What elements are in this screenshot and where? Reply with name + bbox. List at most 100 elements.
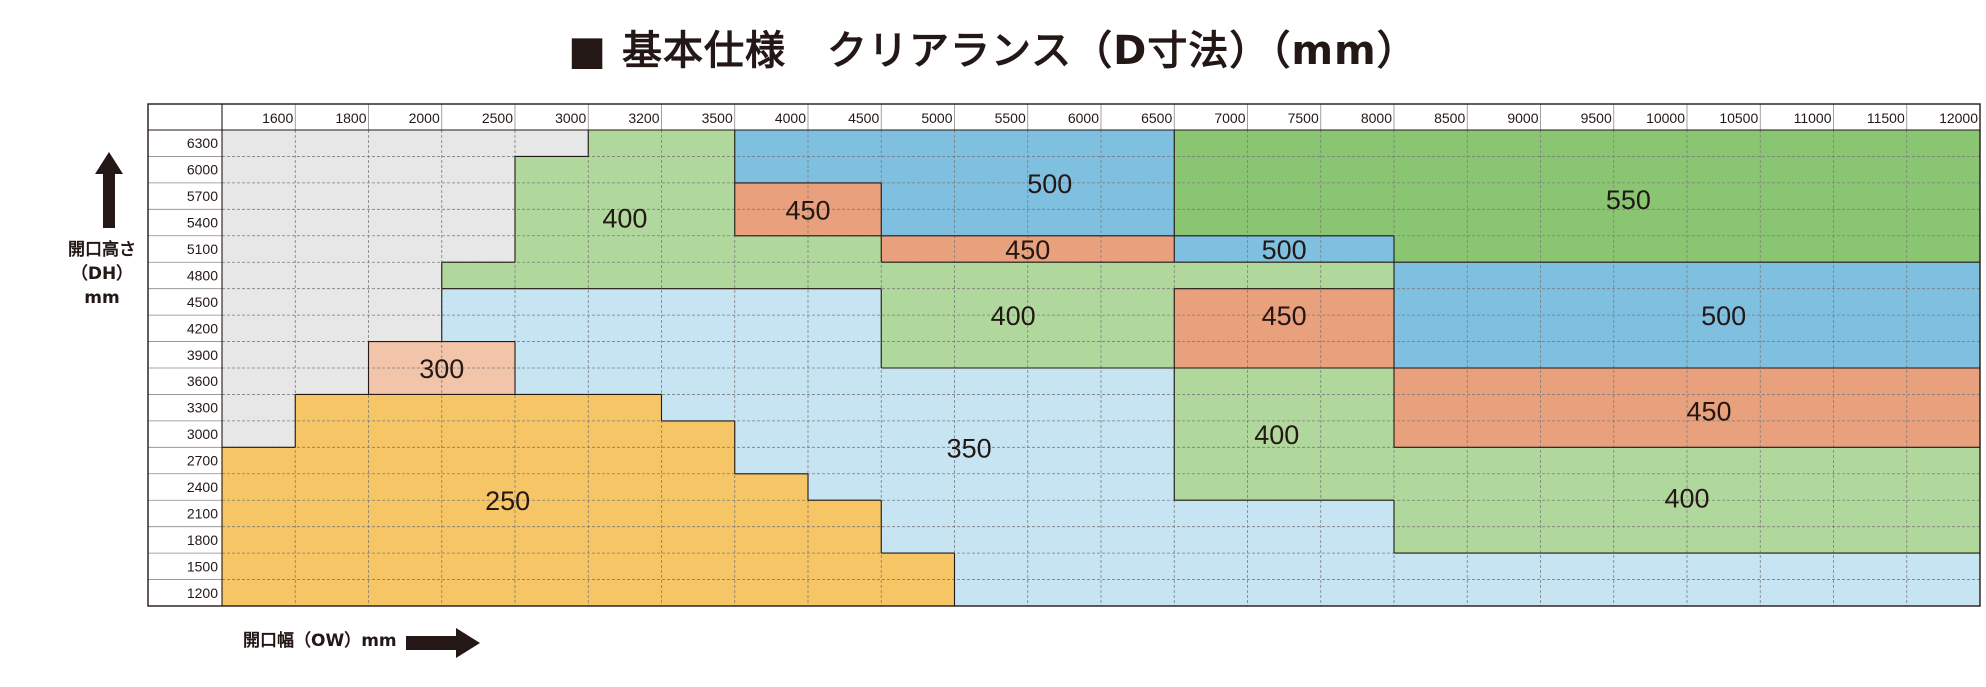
cell — [1467, 235, 1541, 263]
cell — [954, 500, 1029, 528]
cell — [1833, 473, 1908, 501]
cell — [881, 420, 955, 448]
cell — [222, 315, 296, 343]
x-tick-label: 10000 — [1646, 110, 1685, 126]
cell — [1027, 288, 1102, 316]
cell — [1760, 447, 1834, 475]
cell — [1613, 209, 1688, 237]
cell — [1613, 315, 1688, 343]
cell — [881, 368, 955, 395]
cell — [1906, 130, 1981, 157]
cell — [1320, 315, 1395, 343]
cell — [661, 262, 736, 290]
cell — [368, 579, 443, 607]
cell — [881, 315, 955, 343]
cell — [1540, 394, 1615, 422]
cell — [368, 526, 443, 554]
cell — [515, 579, 589, 607]
cell — [441, 420, 516, 448]
cell — [1687, 315, 1761, 343]
cell — [1320, 420, 1395, 448]
cell — [1247, 394, 1322, 422]
cell — [1320, 447, 1395, 475]
cell — [1760, 182, 1834, 210]
cell — [881, 182, 955, 210]
cell — [661, 526, 736, 554]
cell — [1467, 315, 1541, 343]
cell — [954, 553, 1029, 581]
cell — [808, 156, 882, 184]
y-tick-label: 1200 — [187, 585, 218, 601]
cell — [734, 394, 809, 422]
cell — [808, 500, 882, 528]
cell — [1833, 526, 1908, 554]
cell — [1101, 526, 1175, 554]
cell — [1174, 526, 1248, 554]
cell — [954, 526, 1029, 554]
cell — [1687, 130, 1761, 157]
cell — [661, 209, 736, 237]
cell — [954, 288, 1029, 316]
cell — [954, 368, 1029, 395]
arrow-up-icon — [95, 152, 123, 228]
cell — [515, 262, 589, 290]
cell — [295, 262, 369, 290]
cell — [441, 447, 516, 475]
cell — [1101, 420, 1175, 448]
cell — [808, 579, 882, 607]
cell — [1247, 182, 1322, 210]
cell — [1394, 235, 1468, 263]
cell — [515, 368, 589, 395]
cell — [295, 420, 369, 448]
cell — [1613, 262, 1688, 290]
cell — [295, 315, 369, 343]
cell — [881, 235, 955, 263]
cell — [734, 341, 809, 369]
cell — [295, 182, 369, 210]
x-tick-label: 9500 — [1581, 110, 1612, 126]
cells-layer — [222, 130, 1981, 607]
cell — [368, 182, 443, 210]
cell — [1247, 341, 1322, 369]
cell — [295, 368, 369, 395]
tick-layer: 1600 1800 2000 2500 3000 3200 3500 4000 4500 5000… — [187, 110, 1978, 601]
x-tick-label: 11500 — [1867, 110, 1905, 126]
cell — [588, 315, 662, 343]
cell — [661, 288, 736, 316]
cell — [1833, 368, 1908, 395]
cell — [1027, 368, 1102, 395]
cell — [1247, 579, 1322, 607]
cell — [1833, 420, 1908, 448]
cell — [295, 130, 369, 157]
cell — [588, 394, 662, 422]
cell — [1174, 420, 1248, 448]
cell — [222, 526, 296, 554]
cell — [441, 130, 516, 157]
cell — [881, 394, 955, 422]
cell — [1320, 579, 1395, 607]
cell — [808, 420, 882, 448]
cell — [515, 209, 589, 237]
cell — [1467, 130, 1541, 157]
cell — [1174, 368, 1248, 395]
cell — [1320, 526, 1395, 554]
cell — [1540, 473, 1615, 501]
cell — [588, 420, 662, 448]
cell — [368, 553, 443, 581]
cell — [1027, 235, 1102, 263]
cell — [661, 553, 736, 581]
cell — [588, 288, 662, 316]
cell — [1247, 420, 1322, 448]
cell — [1174, 288, 1248, 316]
cell — [1906, 553, 1981, 581]
cell — [1687, 526, 1761, 554]
cell — [222, 235, 296, 263]
cell — [1833, 262, 1908, 290]
cell — [588, 182, 662, 210]
cell — [1174, 579, 1248, 607]
cell — [1394, 526, 1468, 554]
cell — [954, 341, 1029, 369]
cell — [1906, 235, 1981, 263]
cell — [808, 235, 882, 263]
cell — [222, 420, 296, 448]
